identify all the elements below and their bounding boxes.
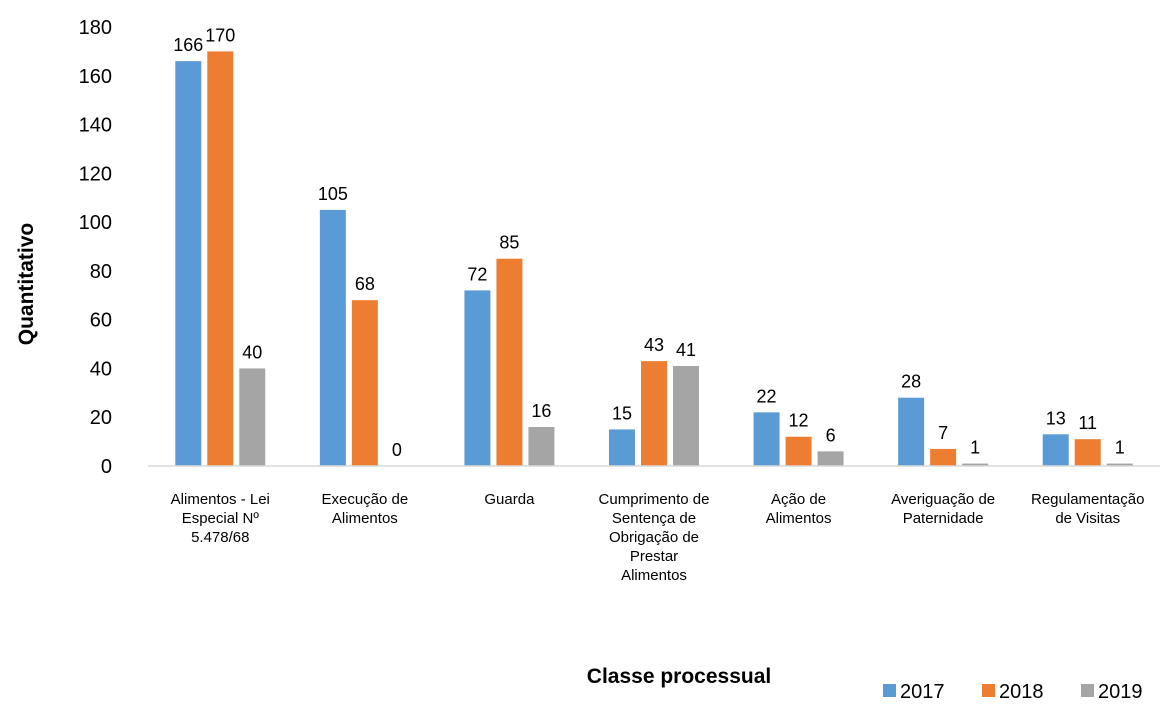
category-label-5: Averiguação de Paternidade bbox=[891, 491, 995, 527]
bar-2018-cat-0 bbox=[207, 51, 234, 467]
category-label-line: Alimentos bbox=[766, 510, 832, 527]
category-label-line: Prestar bbox=[630, 548, 678, 565]
category-label-line: Alimentos bbox=[621, 567, 687, 584]
bar-2019-cat-3 bbox=[673, 366, 699, 466]
data-label-2017-cat-6: 13 bbox=[1046, 408, 1066, 428]
data-label-2017-cat-1: 105 bbox=[318, 184, 348, 204]
data-label-2019-cat-6: 1 bbox=[1115, 438, 1125, 458]
data-label-2019-cat-2: 16 bbox=[531, 401, 551, 421]
legend: 2017 2018 2019 bbox=[883, 681, 1143, 703]
category-label-line: Alimentos - Lei bbox=[171, 491, 270, 508]
bar-2018-cat-1 bbox=[351, 300, 378, 466]
category-label-line: Averiguação de bbox=[891, 491, 995, 508]
data-label-2017-cat-5: 28 bbox=[901, 372, 921, 392]
data-label-2018-cat-6: 11 bbox=[1078, 413, 1097, 433]
x-axis-title: Classe processual bbox=[587, 665, 771, 688]
category-label-line: Ação de bbox=[771, 491, 826, 508]
category-label-line: Execução de bbox=[321, 491, 408, 508]
y-axis-ticks: 0 20 40 60 80 100 120 140 160 180 bbox=[79, 17, 112, 478]
category-label-line: Sentença de bbox=[612, 510, 696, 527]
bar-2017-cat-5 bbox=[898, 397, 925, 466]
y-tick-label: 120 bbox=[79, 163, 112, 185]
bars bbox=[175, 51, 1133, 467]
bar-2018-cat-6 bbox=[1074, 439, 1101, 466]
data-label-2019-cat-5: 1 bbox=[970, 438, 980, 458]
bar-2018-cat-4 bbox=[785, 436, 812, 466]
data-label-2019-cat-3: 41 bbox=[676, 340, 696, 360]
category-label-line: Guarda bbox=[484, 491, 535, 508]
y-tick-label: 20 bbox=[90, 407, 112, 429]
bar-2017-cat-3 bbox=[609, 429, 635, 466]
legend-swatch-2019 bbox=[1081, 684, 1094, 697]
data-label-2018-cat-4: 12 bbox=[789, 411, 809, 431]
category-label-6: Regulamentação de Visitas bbox=[1031, 491, 1144, 527]
y-tick-label: 140 bbox=[79, 115, 112, 137]
data-label-2019-cat-4: 6 bbox=[826, 425, 836, 445]
category-label-1: Execução de Alimentos bbox=[321, 491, 408, 527]
category-label-line: 5.478/68 bbox=[191, 529, 249, 546]
legend-label-2019: 2019 bbox=[1098, 681, 1143, 703]
data-label-2018-cat-0: 170 bbox=[205, 25, 235, 45]
x-axis-category-labels: Alimentos - Lei Especial Nº 5.478/68 Execuç… bbox=[171, 491, 1145, 584]
y-tick-label: 0 bbox=[101, 456, 112, 478]
data-label-2017-cat-4: 22 bbox=[757, 386, 777, 406]
bar-2018-cat-5 bbox=[930, 448, 957, 466]
bar-2019-cat-2 bbox=[528, 426, 555, 466]
bar-2017-cat-1 bbox=[319, 209, 346, 466]
data-label-2018-cat-5: 7 bbox=[938, 423, 948, 443]
category-label-line: Paternidade bbox=[903, 510, 984, 527]
bar-2019-cat-6 bbox=[1106, 463, 1133, 466]
bar-2017-cat-2 bbox=[464, 290, 491, 466]
bar-2017-cat-0 bbox=[175, 61, 202, 467]
data-label-2017-cat-0: 166 bbox=[173, 35, 203, 55]
category-label-2: Guarda bbox=[484, 491, 535, 508]
category-label-line: Regulamentação bbox=[1031, 491, 1144, 508]
y-axis-title: Quantitativo bbox=[15, 223, 38, 346]
bar-2017-cat-4 bbox=[753, 412, 780, 466]
data-label-2018-cat-1: 68 bbox=[355, 274, 375, 294]
category-label-3: Cumprimento de Sentença de Obrigação de Pre… bbox=[599, 491, 710, 584]
legend-label-2018: 2018 bbox=[999, 681, 1044, 703]
y-tick-label: 100 bbox=[79, 212, 112, 234]
data-label-2018-cat-3: 43 bbox=[644, 335, 664, 355]
data-label-2018-cat-2: 85 bbox=[499, 233, 519, 253]
data-label-2019-cat-0: 40 bbox=[242, 342, 262, 362]
legend-swatch-2017 bbox=[883, 684, 896, 697]
bar-2019-cat-5 bbox=[962, 463, 989, 466]
y-tick-label: 60 bbox=[90, 310, 112, 332]
legend-swatch-2018 bbox=[982, 684, 995, 697]
data-label-2017-cat-3: 15 bbox=[612, 403, 632, 423]
category-label-line: Cumprimento de bbox=[599, 491, 710, 508]
bar-2017-cat-6 bbox=[1042, 434, 1069, 466]
category-label-0: Alimentos - Lei Especial Nº 5.478/68 bbox=[171, 491, 270, 546]
bar-2018-cat-2 bbox=[496, 258, 523, 466]
y-tick-label: 80 bbox=[90, 261, 112, 283]
legend-label-2017: 2017 bbox=[900, 681, 945, 703]
bar-2019-cat-4 bbox=[817, 451, 844, 466]
category-label-line: Alimentos bbox=[332, 510, 398, 527]
bar-2018-cat-3 bbox=[641, 361, 667, 466]
y-tick-label: 180 bbox=[79, 17, 112, 39]
category-label-line: de Visitas bbox=[1055, 510, 1120, 527]
data-label-2019-cat-1: 0 bbox=[392, 440, 402, 460]
bar-2019-cat-0 bbox=[239, 368, 266, 466]
y-tick-label: 160 bbox=[79, 66, 112, 88]
y-tick-label: 40 bbox=[90, 358, 112, 380]
category-label-4: Ação de Alimentos bbox=[766, 491, 832, 527]
data-label-2017-cat-2: 72 bbox=[467, 264, 487, 284]
category-label-line: Especial Nº bbox=[182, 510, 260, 527]
category-label-line: Obrigação de bbox=[609, 529, 699, 546]
